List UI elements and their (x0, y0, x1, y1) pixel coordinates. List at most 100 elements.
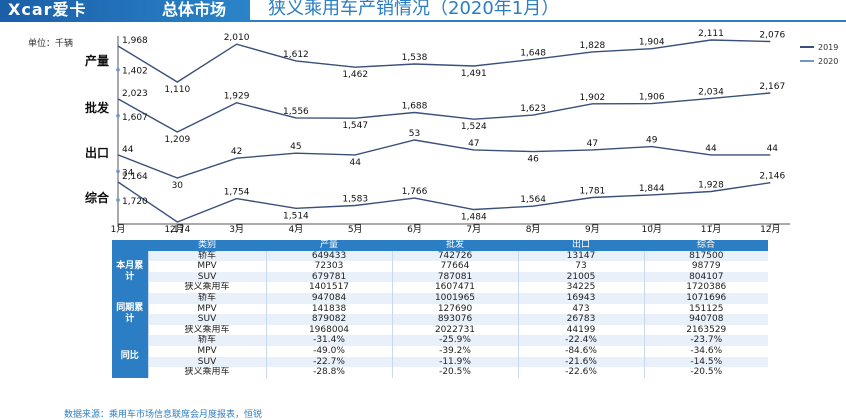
table-row: 本月累计 轿车 649433 742726 13147 817500 (112, 250, 768, 293)
x-tick-label: 10月 (641, 224, 661, 235)
x-tick-label: 9月 (585, 224, 600, 235)
x-tick-label: 8月 (526, 224, 541, 235)
panel-label: 产量 (85, 53, 109, 68)
table-cell: -21.6% (517, 356, 644, 368)
data-label-2019: 47 (587, 139, 598, 149)
series-line-2019 (117, 139, 771, 179)
x-tick-label: 11月 (701, 224, 721, 235)
table-cell: 轿车 (147, 335, 266, 346)
table-cell: SUV (147, 314, 266, 325)
table-row: 同比 轿车 -31.4% -25.9% -22.4% -23.7% (112, 335, 768, 378)
table-cell: 940708 (643, 314, 768, 325)
data-label-2019: 1,538 (402, 53, 428, 63)
table-cell: 98779 (643, 261, 768, 272)
table-header-total: 综合 (644, 240, 768, 251)
table-row: SUV -22.7% -11.9% -21.6% -14.5% (112, 356, 768, 368)
data-label-2019: 45 (290, 142, 301, 152)
table-row: SUV 879082 893076 26783 940708 (112, 314, 768, 325)
table-header-blank (112, 240, 148, 251)
table-cell: 13147 (517, 250, 644, 262)
data-source: 数据来源：乘用车市场信息联席会月度报表，恒锐 (64, 410, 263, 420)
table-cell: 1071696 (643, 292, 768, 304)
data-label-2019: 46 (527, 155, 539, 165)
data-label-2019: 1,929 (224, 92, 250, 102)
data-point-2020 (116, 113, 120, 118)
data-label-2019: 2,010 (224, 33, 250, 43)
table-cell: 34225 (517, 282, 644, 293)
data-label-2019: 1,781 (580, 186, 606, 196)
data-label-2019: 1,844 (639, 184, 665, 194)
table-cell: 1001965 (391, 292, 518, 304)
data-label-2019: 47 (468, 139, 479, 149)
table-header-export: 出口 (518, 240, 644, 251)
data-point-2020 (116, 169, 120, 174)
data-label-2019: 1,583 (342, 194, 368, 204)
panel-label: 批发 (85, 100, 110, 115)
table-cell: 151125 (643, 303, 768, 315)
table-cell: -20.5% (643, 367, 768, 378)
data-label-2020: 1,402 (122, 67, 148, 77)
table-row: MPV -49.0% -39.2% -84.6% -34.6% (112, 345, 768, 357)
data-label-2019: 1,928 (698, 181, 724, 191)
data-label-2019: 1,491 (461, 69, 487, 79)
table-cell: 44199 (517, 324, 644, 336)
table-header-row: 类别 产量 批发 出口 综合 (112, 240, 768, 251)
table-cell: 2022731 (391, 324, 518, 336)
table-cell: -22.6% (517, 367, 644, 378)
table-cell: 1968004 (265, 324, 392, 336)
table-cell: 893076 (391, 314, 518, 325)
table-cell: SUV (147, 271, 266, 283)
table-cell: -22.4% (517, 335, 644, 346)
table-cell: 73 (517, 261, 644, 272)
table-cell: 1401517 (265, 282, 392, 293)
table-group-label: 同比 (112, 335, 148, 378)
data-label-2019: 2,076 (759, 30, 785, 40)
table-cell: 2163529 (643, 324, 768, 336)
panel-label: 出口 (85, 145, 109, 160)
table-cell: -34.6% (643, 345, 768, 357)
table-row: 狭义乘用车 1968004 2022731 44199 2163529 (112, 324, 768, 336)
data-label-2019: 2,146 (759, 172, 785, 182)
table-cell: 1607471 (391, 282, 518, 293)
table-cell: -39.2% (391, 345, 518, 357)
table-cell: -25.9% (391, 335, 518, 346)
x-tick-label: 5月 (348, 224, 363, 235)
data-point-2020 (116, 198, 120, 202)
legend: 2019 2020 (800, 40, 838, 68)
table-cell: -22.7% (265, 356, 392, 368)
table-row: MPV 72303 77664 73 98779 (112, 261, 768, 272)
table-cell: 72303 (265, 261, 392, 272)
x-tick-label: 2月 (170, 224, 185, 235)
table-row: 狭义乘用车 1401517 1607471 34225 1720386 (112, 282, 768, 293)
table-cell: 787081 (391, 271, 518, 283)
data-label-2019: 1,564 (520, 195, 546, 205)
data-label-2019: 1,484 (461, 212, 487, 222)
table-cell: -14.5% (643, 356, 768, 368)
table-cell: 817500 (643, 250, 768, 262)
data-label-2019: 1,524 (461, 122, 487, 132)
data-label-2019: 1,968 (122, 36, 148, 46)
table-cell: 742726 (391, 250, 518, 262)
data-label-2019: 44 (767, 144, 779, 154)
legend-swatch-2020 (800, 60, 814, 62)
table-group-label: 同期累计 (112, 292, 148, 336)
data-label-2019: 1,766 (402, 187, 428, 197)
header-band (0, 0, 250, 22)
table-cell: SUV (147, 356, 266, 368)
data-label-2019: 49 (646, 136, 658, 146)
table-cell: 473 (517, 303, 644, 315)
series-line-2019 (117, 39, 771, 83)
data-label-2019: 1,547 (342, 121, 368, 131)
table-cell: -31.4% (265, 335, 392, 346)
table-cell: 狭义乘用车 (147, 324, 266, 336)
data-label-2019: 1,828 (580, 41, 606, 51)
table-cell: 77664 (391, 261, 518, 272)
panel-label: 综合 (85, 190, 110, 205)
header-rule (250, 20, 846, 22)
data-label-2019: 1,514 (283, 211, 309, 221)
table-header-production: 产量 (266, 240, 392, 251)
data-label-2019: 2,023 (122, 89, 148, 99)
data-label-2019: 44 (122, 145, 134, 155)
x-tick-label: 3月 (229, 224, 244, 235)
data-label-2019: 53 (409, 129, 420, 139)
